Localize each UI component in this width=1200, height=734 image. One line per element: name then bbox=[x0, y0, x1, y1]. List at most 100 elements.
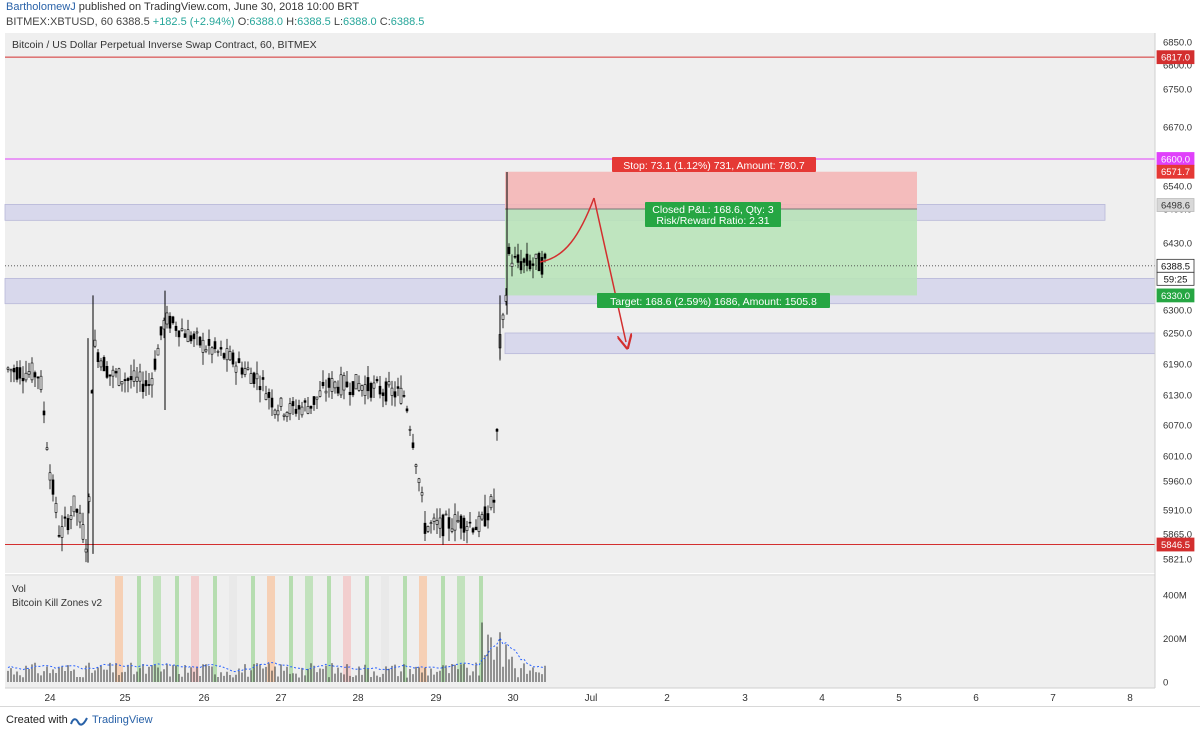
candle bbox=[24, 372, 28, 381]
candle bbox=[519, 261, 523, 271]
candle bbox=[417, 478, 421, 483]
kill-zone-band bbox=[191, 576, 199, 682]
candle bbox=[45, 447, 49, 450]
candle bbox=[489, 496, 493, 509]
candle bbox=[501, 314, 505, 320]
candle bbox=[12, 367, 16, 373]
candle bbox=[309, 405, 313, 409]
candle bbox=[36, 376, 40, 379]
volume-tick-label: 200M bbox=[1163, 634, 1187, 645]
volume-label: Vol bbox=[12, 584, 26, 595]
footer: Created with TradingView bbox=[0, 706, 1200, 734]
low-value: 6388.0 bbox=[343, 16, 377, 28]
candle bbox=[516, 254, 520, 263]
tradingview-logo-icon bbox=[70, 714, 88, 732]
price-tag-bg bbox=[1156, 164, 1195, 179]
candle bbox=[315, 396, 319, 400]
candle bbox=[480, 514, 484, 520]
time-tick-label: 2 bbox=[664, 693, 670, 704]
candle bbox=[195, 331, 199, 334]
candle bbox=[207, 338, 211, 346]
tradingview-link[interactable]: TradingView bbox=[92, 714, 153, 726]
time-tick-label: 6 bbox=[973, 693, 979, 704]
candle bbox=[135, 376, 139, 382]
kill-zone-band bbox=[153, 576, 161, 682]
candle bbox=[99, 360, 103, 368]
time-tick-label: 8 bbox=[1127, 693, 1133, 704]
kill-zone-band bbox=[289, 576, 293, 682]
price-tick-label: 6010.0 bbox=[1163, 452, 1192, 463]
candle bbox=[351, 381, 355, 396]
candle bbox=[390, 387, 394, 396]
candle bbox=[513, 255, 517, 258]
candle bbox=[30, 362, 34, 381]
time-tick-label: 30 bbox=[507, 693, 519, 704]
candle bbox=[408, 428, 412, 431]
low-label: L: bbox=[333, 16, 344, 28]
candle bbox=[465, 526, 469, 531]
kill-zone-band bbox=[419, 576, 427, 682]
kill-zone-band bbox=[115, 576, 123, 682]
stop-label: Stop: 73.1 (1.12%) 731, Amount: 780.7 bbox=[623, 160, 805, 172]
candle bbox=[27, 371, 31, 375]
candle bbox=[534, 253, 538, 259]
candle bbox=[486, 513, 490, 521]
candle bbox=[69, 515, 73, 520]
candle bbox=[117, 368, 121, 386]
candle bbox=[171, 316, 175, 324]
stop-label-bg bbox=[612, 157, 816, 172]
line-price-tag: 6817.0 bbox=[1161, 53, 1190, 64]
close-value: 6388.5 bbox=[390, 16, 425, 28]
candle bbox=[405, 408, 409, 412]
author-link[interactable]: BartholomewJ bbox=[6, 1, 76, 13]
price-tick-label: 6850.0 bbox=[1163, 38, 1192, 49]
candle bbox=[54, 503, 58, 513]
target-label-bg bbox=[597, 293, 830, 308]
candle bbox=[357, 383, 361, 391]
candle bbox=[294, 408, 298, 414]
candle bbox=[51, 479, 55, 495]
time-tick-label: 7 bbox=[1050, 693, 1056, 704]
candle bbox=[75, 509, 79, 513]
candle bbox=[444, 513, 448, 516]
price-tick-label: 6750.0 bbox=[1163, 85, 1192, 96]
candle bbox=[510, 262, 514, 267]
candle bbox=[471, 528, 475, 533]
candle bbox=[378, 385, 382, 395]
time-axis-bg bbox=[0, 688, 1200, 706]
kill-zone-band bbox=[251, 576, 255, 682]
price-tick-label: 6430.0 bbox=[1163, 239, 1192, 250]
price-tick-label: 5910.0 bbox=[1163, 506, 1192, 517]
candle bbox=[123, 379, 127, 382]
kill-zone-band bbox=[457, 576, 465, 682]
candle bbox=[423, 522, 427, 534]
candle bbox=[225, 348, 229, 361]
candle bbox=[234, 365, 238, 373]
price-tick-label: 5960.0 bbox=[1163, 477, 1192, 488]
candle bbox=[495, 428, 499, 432]
price-tick-label: 6250.0 bbox=[1163, 329, 1192, 340]
kill-zone-band bbox=[365, 576, 369, 682]
candle bbox=[288, 403, 292, 415]
published-text: published on TradingView.com, June 30, 2… bbox=[78, 1, 360, 13]
candle bbox=[210, 347, 214, 355]
high-label: H: bbox=[286, 16, 298, 28]
candle bbox=[204, 349, 208, 352]
candle bbox=[108, 374, 112, 377]
price-chart[interactable]: Stop: 73.1 (1.12%) 731, Amount: 780.7 Tar… bbox=[0, 0, 1200, 706]
candle bbox=[39, 375, 43, 390]
candle bbox=[156, 347, 160, 356]
candle bbox=[528, 260, 532, 270]
time-tick-label: 3 bbox=[742, 693, 748, 704]
candle bbox=[81, 524, 85, 540]
candle bbox=[438, 517, 442, 529]
candle bbox=[441, 514, 445, 537]
candle bbox=[240, 367, 244, 375]
kill-zone-band bbox=[327, 576, 331, 682]
candle bbox=[18, 367, 22, 379]
kill-zone-band bbox=[137, 576, 141, 682]
kill-zone-band bbox=[305, 576, 313, 682]
time-tick-label: 29 bbox=[430, 693, 442, 704]
time-tick-label: 26 bbox=[198, 693, 210, 704]
candle bbox=[246, 367, 250, 370]
